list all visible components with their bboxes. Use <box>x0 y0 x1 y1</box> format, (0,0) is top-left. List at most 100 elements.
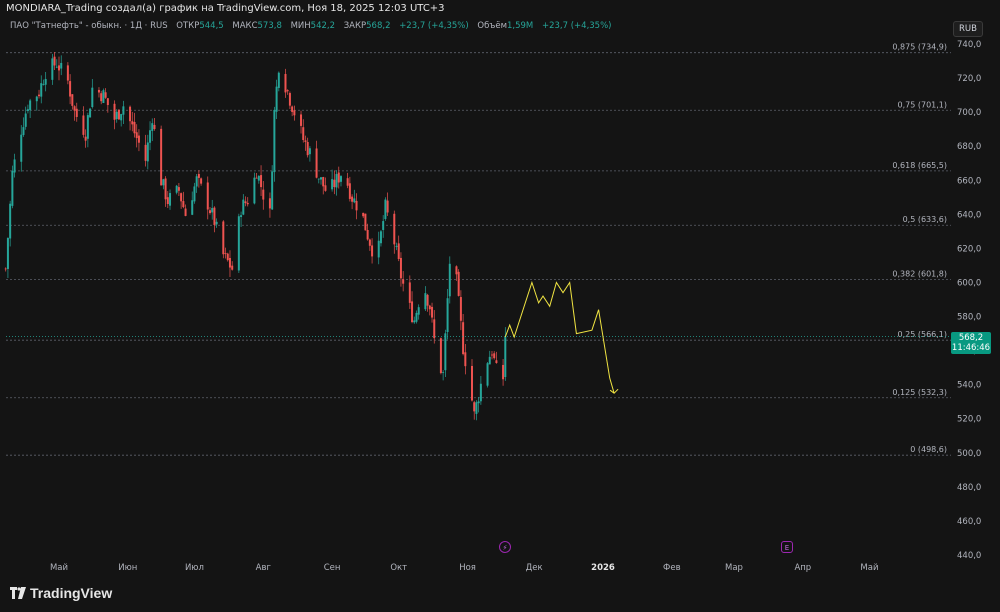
currency-button[interactable]: RUB <box>953 21 983 37</box>
earnings-event-icon[interactable]: E <box>781 541 793 553</box>
candle-body <box>6 238 9 269</box>
candle-body <box>91 87 94 108</box>
candle-body <box>166 197 169 205</box>
close-value: 568,2 <box>366 21 391 31</box>
tradingview-logo[interactable]: TradingView <box>10 585 112 601</box>
candle-body <box>271 171 274 210</box>
volume-label: Объём <box>477 21 507 31</box>
candle-body <box>240 215 243 217</box>
candle-body <box>211 208 214 213</box>
low-label: МИН <box>290 21 311 31</box>
candle-body <box>402 279 405 284</box>
candle-body <box>486 363 489 386</box>
candle-body <box>455 266 458 275</box>
candle-body <box>20 134 23 162</box>
candle-body <box>415 312 418 322</box>
candle-body <box>353 198 356 203</box>
candle-body <box>42 84 45 86</box>
price-tick-label: 580,0 <box>957 313 981 323</box>
candle-body <box>393 213 396 245</box>
candle-body <box>479 383 482 402</box>
candle-body <box>66 65 69 81</box>
candle-body <box>208 210 211 214</box>
candle-body <box>408 282 411 303</box>
symbol-name[interactable]: ПАО "Татнефть" - обыкн. · 1Д · RUS <box>10 21 168 31</box>
candle-body <box>335 174 338 188</box>
candle-body <box>348 183 351 199</box>
candle-body <box>275 86 278 112</box>
candle-body <box>442 372 445 373</box>
candle-body <box>428 305 431 310</box>
fibonacci-levels: 0,875 (734,9) 0,75 (701,1) 0,618 (665,5) 0,… <box>0 18 951 565</box>
candle-body <box>9 203 12 239</box>
candle-body <box>200 178 203 184</box>
candle-body <box>169 193 172 206</box>
close-label: ЗАКР <box>343 21 367 31</box>
last-candle-body <box>504 336 507 378</box>
candle-body <box>255 177 258 179</box>
candle-body <box>35 96 38 102</box>
candle-body <box>146 142 149 162</box>
candle-body <box>113 103 116 120</box>
candle-body <box>439 338 442 374</box>
candle-body <box>131 121 134 125</box>
price-tick-label: 660,0 <box>957 176 981 186</box>
candle-body <box>395 245 398 247</box>
candle-body <box>100 93 103 102</box>
lightning-icon[interactable]: ⚡ <box>499 541 511 553</box>
candle-body <box>164 178 167 200</box>
price-tick-label: 480,0 <box>957 483 981 493</box>
candle-body <box>106 98 109 106</box>
candle-body <box>117 109 120 120</box>
fib-label: 0,382 (601,8) <box>892 269 947 278</box>
candle-body <box>257 175 260 181</box>
candle-body <box>244 201 247 204</box>
last-price-value: 568,2 <box>958 333 984 343</box>
price-chart[interactable]: 0,875 (734,9) 0,75 (701,1) 0,618 (665,5) 0,… <box>0 18 1000 576</box>
price-tick-label: 720,0 <box>957 74 981 84</box>
candle-body <box>151 123 154 131</box>
change-value: +23,7 (+4,35%) <box>399 21 469 31</box>
time-axis[interactable]: Май Июн Июл Авг Сен Окт Ноя Дек 2026 Фев Мар Апр Май <box>50 563 879 573</box>
candle-body <box>308 148 311 155</box>
candle-body <box>182 201 185 208</box>
candle-body <box>89 108 92 118</box>
price-tick-label: 460,0 <box>957 517 981 527</box>
low-value: 542,2 <box>310 21 335 31</box>
candle-body <box>228 257 231 268</box>
candle-body <box>379 231 382 244</box>
candle-body <box>464 352 467 367</box>
high-value: 573,8 <box>257 21 282 31</box>
candle-body <box>333 179 336 188</box>
price-axis-background <box>951 18 1000 567</box>
price-tick-label: 740,0 <box>957 40 981 50</box>
candle-body <box>490 354 493 356</box>
candle-body <box>315 148 318 178</box>
candle-body <box>22 127 25 135</box>
candle-body <box>51 58 54 80</box>
candle-body <box>162 179 165 186</box>
candle-body <box>137 135 140 143</box>
candle-body <box>488 356 491 365</box>
candle-body <box>237 216 240 271</box>
price-tick-label: 620,0 <box>957 244 981 254</box>
candle-body <box>75 108 78 117</box>
candle-body <box>53 56 56 66</box>
candle-body <box>149 130 152 143</box>
candle-body <box>58 65 60 71</box>
candle-body <box>470 365 473 401</box>
candle-body <box>82 115 85 135</box>
candle-body <box>288 93 291 106</box>
price-axis[interactable]: 740,0 720,0 700,0 680,0 660,0 640,0 620,0 600,0… <box>951 18 1000 567</box>
candle-body <box>69 81 72 97</box>
candle-body <box>44 78 47 85</box>
fib-label: 0,5 (633,6) <box>903 215 947 224</box>
candle-body <box>424 293 427 310</box>
top-caption-bar: MONDIARA_Trading создал(а) график на Tra… <box>0 0 1000 18</box>
candle-body <box>180 193 183 202</box>
candle-body <box>426 294 429 306</box>
candle-body <box>122 106 125 115</box>
candle-body <box>144 144 147 161</box>
price-tick-label: 700,0 <box>957 108 981 118</box>
candle-body <box>462 322 465 355</box>
